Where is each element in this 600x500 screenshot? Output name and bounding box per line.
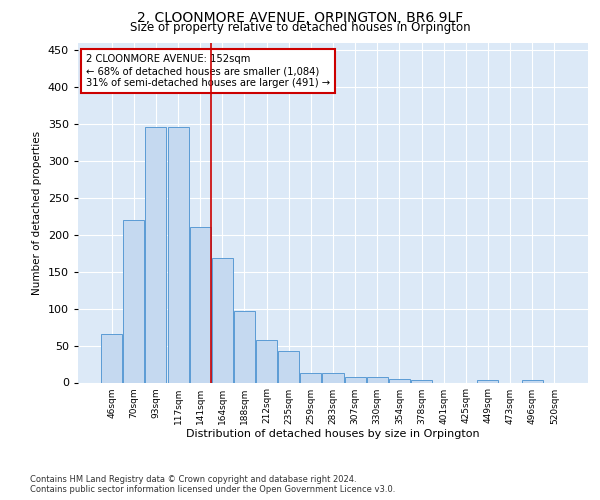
X-axis label: Distribution of detached houses by size in Orpington: Distribution of detached houses by size … <box>186 430 480 440</box>
Bar <box>124 220 145 382</box>
Bar <box>521 380 542 382</box>
Text: Contains HM Land Registry data © Crown copyright and database right 2024.
Contai: Contains HM Land Registry data © Crown c… <box>30 474 395 494</box>
Bar <box>190 228 211 382</box>
Bar <box>212 258 233 382</box>
Bar <box>411 380 432 382</box>
Bar <box>145 128 166 382</box>
Bar <box>256 340 277 382</box>
Bar <box>322 373 344 382</box>
Bar <box>389 379 410 382</box>
Bar <box>234 311 255 382</box>
Y-axis label: Number of detached properties: Number of detached properties <box>32 130 42 294</box>
Text: 2 CLOONMORE AVENUE: 152sqm
← 68% of detached houses are smaller (1,084)
31% of s: 2 CLOONMORE AVENUE: 152sqm ← 68% of deta… <box>86 54 330 88</box>
Bar <box>344 378 365 382</box>
Bar <box>367 378 388 382</box>
Bar <box>478 380 499 382</box>
Bar <box>167 128 188 382</box>
Text: 2, CLOONMORE AVENUE, ORPINGTON, BR6 9LF: 2, CLOONMORE AVENUE, ORPINGTON, BR6 9LF <box>137 11 463 25</box>
Bar <box>301 373 322 382</box>
Text: Size of property relative to detached houses in Orpington: Size of property relative to detached ho… <box>130 22 470 35</box>
Bar <box>101 334 122 382</box>
Bar <box>278 350 299 382</box>
